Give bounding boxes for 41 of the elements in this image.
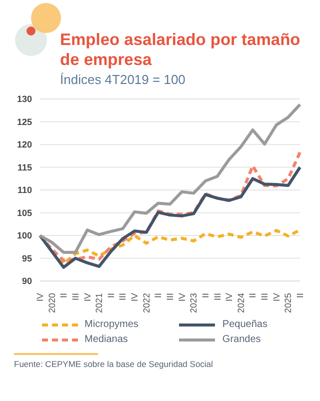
- x-tick-label: III: [70, 293, 80, 301]
- x-tick-label: II: [200, 293, 210, 298]
- y-tick-label: 120: [16, 140, 32, 150]
- x-tick-label: II: [153, 293, 164, 298]
- x-tick-label: III: [260, 293, 270, 301]
- x-tick-label: IV: [271, 293, 282, 302]
- y-tick-label: 100: [16, 230, 32, 241]
- legend-label: Micropymes: [84, 319, 138, 330]
- x-tick-label: 2022: [141, 293, 152, 314]
- legend-label: Grandes: [222, 334, 261, 345]
- x-tick-label: III: [118, 293, 128, 301]
- x-tick-label: II: [295, 293, 305, 298]
- y-tick-label: 105: [16, 208, 32, 218]
- x-tick-label: II: [106, 293, 116, 298]
- chart-title: Empleo asalariado por tamaño de empresa: [59, 30, 302, 70]
- x-tick-label: 2024: [236, 293, 246, 314]
- y-tick-label: 110: [17, 185, 32, 196]
- y-tick-label: 125: [16, 116, 32, 127]
- legend-label: Medianas: [84, 334, 128, 345]
- y-tick-label: 130: [16, 94, 32, 104]
- x-tick-label: IV: [35, 293, 45, 302]
- x-tick-label: III: [212, 293, 222, 301]
- x-tick-label: 2020: [46, 293, 57, 314]
- x-tick-label: 2021: [94, 293, 104, 314]
- chart-subtitle: Índices 4T2019 = 100: [59, 72, 186, 87]
- line-series: [38, 102, 302, 254]
- x-tick-label: II: [248, 293, 258, 298]
- x-tick-label: 2023: [188, 293, 199, 314]
- x-tick-label: IV: [82, 293, 92, 302]
- source-note: Fuente: CEPYME sobre la base de Seguridad Social: [14, 359, 214, 369]
- line-series: [38, 166, 302, 269]
- y-tick-label: 115: [17, 162, 32, 172]
- x-tick-label: IV: [130, 293, 140, 302]
- y-tick-label: 90: [22, 276, 32, 286]
- x-tick-label: IV: [224, 293, 234, 302]
- legend-label: Pequeñas: [222, 319, 268, 330]
- x-tick-label: 2025: [283, 293, 294, 314]
- x-tick-label: III: [165, 293, 175, 301]
- y-tick-label: 95: [22, 253, 32, 264]
- x-tick-label: IV: [176, 293, 187, 302]
- x-tick-label: II: [58, 293, 69, 298]
